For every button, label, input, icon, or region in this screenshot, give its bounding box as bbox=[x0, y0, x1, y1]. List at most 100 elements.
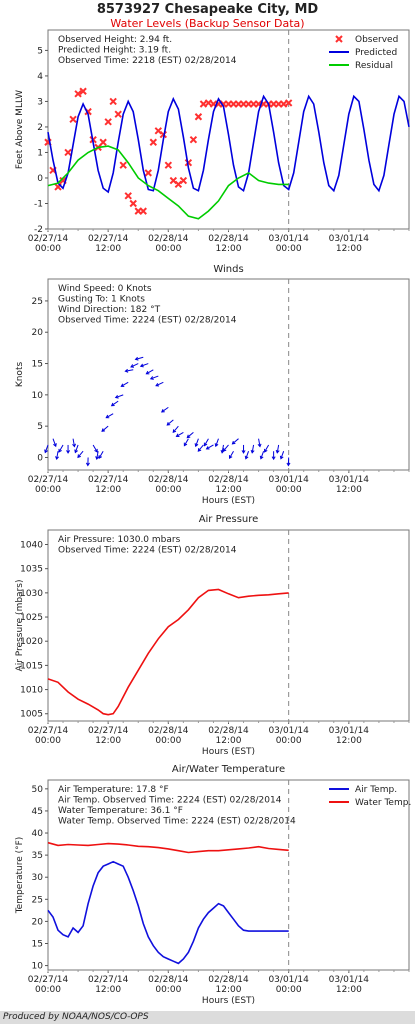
wind-barb-head bbox=[66, 450, 71, 454]
observed-point-stroke bbox=[164, 161, 173, 169]
wind-barb-head bbox=[241, 450, 246, 454]
y-tick-label: -2 bbox=[34, 225, 43, 235]
info-line: Water Temp. Observed Time: 2224 (EST) 02… bbox=[58, 817, 296, 827]
wind-barb bbox=[52, 438, 57, 448]
wind-barb-head bbox=[197, 448, 202, 452]
wind-barb-head bbox=[160, 409, 165, 413]
wind-barb-head bbox=[250, 449, 255, 454]
wind-barb bbox=[105, 413, 114, 419]
footer-credit: Produced by NOAA/NOS/CO-OPS bbox=[3, 1012, 149, 1022]
info-line: Gusting To: 1 Knots bbox=[58, 295, 145, 305]
wind-barb-head bbox=[228, 455, 233, 459]
legend-label: Observed bbox=[355, 35, 398, 45]
x-tick-label-time: 12:00 bbox=[336, 485, 362, 495]
x-tick-label-time: 00:00 bbox=[35, 985, 61, 995]
observed-point-stroke bbox=[154, 127, 163, 135]
wind-barb-head bbox=[203, 442, 208, 447]
x-tick-label-time: 12:00 bbox=[336, 736, 362, 746]
wind-barb-head bbox=[275, 449, 280, 454]
x-tick-label-date: 02/27/14 bbox=[28, 475, 69, 485]
x-tick-label-time: 12:00 bbox=[336, 244, 362, 254]
wind-barb-shaft bbox=[280, 451, 285, 459]
y-tick-label: 30 bbox=[32, 873, 44, 883]
wind-barb-shaft bbox=[72, 438, 75, 447]
wind-barb-head bbox=[231, 440, 236, 445]
wind-barb bbox=[286, 457, 291, 467]
series-line bbox=[47, 94, 410, 194]
wind-barb-shaft bbox=[176, 431, 184, 437]
wind-barb-shaft bbox=[98, 450, 104, 459]
observed-point-stroke bbox=[184, 158, 193, 167]
info-line: Predicted Height: 3.19 ft. bbox=[58, 46, 171, 56]
series-line bbox=[47, 145, 289, 220]
y-tick-label: 5 bbox=[37, 46, 43, 56]
observed-point bbox=[189, 135, 198, 144]
info-line: Air Temperature: 17.8 °F bbox=[58, 785, 169, 795]
x-tick-label-time: 00:00 bbox=[35, 736, 61, 746]
observed-point-stroke bbox=[144, 169, 152, 177]
wind-barb bbox=[66, 444, 71, 454]
wind-barb-shaft bbox=[186, 432, 194, 438]
x-tick-label-date: 03/01/14 bbox=[268, 475, 309, 485]
wind-barb bbox=[139, 363, 149, 368]
wind-barb-shaft bbox=[260, 451, 265, 459]
x-tick-label-date: 02/27/14 bbox=[88, 726, 129, 736]
wind-barb-head bbox=[257, 443, 262, 448]
observed-point bbox=[184, 158, 193, 167]
observed-point-stroke bbox=[74, 90, 82, 98]
x-tick-label-time: 12:00 bbox=[216, 736, 242, 746]
observed-point-stroke bbox=[194, 113, 203, 121]
legend-entry: Residual bbox=[329, 61, 393, 71]
y-tick-label: 5 bbox=[37, 422, 43, 432]
observed-point bbox=[204, 99, 213, 107]
wind-barb-head bbox=[124, 368, 129, 373]
observed-point-stroke bbox=[129, 199, 137, 208]
wind-barb bbox=[228, 450, 234, 459]
x-tick-label-date: 02/28/14 bbox=[148, 975, 189, 985]
legend-entry: Predicted bbox=[329, 48, 397, 58]
y-axis-label: Temperature (°F) bbox=[15, 837, 25, 915]
wind-barb bbox=[44, 444, 49, 454]
observed-point bbox=[284, 99, 293, 107]
y-tick-label: 2 bbox=[37, 123, 43, 133]
chart-title: Winds bbox=[213, 264, 243, 275]
x-axis-label: Hours (EST) bbox=[202, 747, 255, 757]
wind-barb-shaft bbox=[44, 444, 49, 453]
y-tick-label: 1005 bbox=[20, 710, 43, 720]
observed-point bbox=[144, 169, 152, 177]
observed-point bbox=[114, 110, 122, 118]
wind-barb-shaft bbox=[140, 363, 149, 367]
wind-barb bbox=[271, 451, 276, 461]
wind-barb-head bbox=[166, 422, 171, 426]
station-title: 8573927 Chesapeake City, MD bbox=[96, 2, 319, 17]
wind-barb bbox=[114, 394, 124, 399]
footer-bar bbox=[0, 1011, 415, 1024]
legend-entry: Observed bbox=[335, 35, 398, 45]
info-line: Observed Height: 2.94 ft. bbox=[58, 35, 172, 45]
info-line: Wind Speed: 0 Knots bbox=[58, 284, 152, 294]
y-tick-label: 15 bbox=[32, 939, 43, 949]
wind-barb-head bbox=[114, 394, 119, 399]
y-tick-label: 1015 bbox=[20, 661, 43, 671]
wind-barb bbox=[134, 356, 144, 361]
y-tick-label: 1040 bbox=[20, 541, 43, 551]
x-tick-label-time: 00:00 bbox=[276, 736, 302, 746]
wind-barb-shaft bbox=[106, 413, 114, 419]
wind-barb-shaft bbox=[204, 438, 209, 446]
observed-point-stroke bbox=[169, 176, 178, 185]
legend-entry: Air Temp. bbox=[329, 785, 397, 795]
x-tick-label-time: 12:00 bbox=[95, 485, 121, 495]
x-tick-label-date: 03/01/14 bbox=[329, 475, 370, 485]
wind-barb-head bbox=[58, 448, 62, 453]
observed-point-stroke bbox=[84, 107, 92, 116]
observed-point bbox=[109, 97, 117, 106]
observed-point bbox=[179, 176, 188, 185]
plot-frame bbox=[47, 29, 410, 230]
y-tick-label: 1035 bbox=[20, 565, 43, 575]
wind-barb bbox=[85, 457, 90, 467]
wind-barb-head bbox=[55, 456, 59, 461]
observed-point-stroke bbox=[59, 176, 67, 185]
y-tick-label: 50 bbox=[32, 785, 44, 795]
wind-barb-head bbox=[134, 356, 139, 361]
